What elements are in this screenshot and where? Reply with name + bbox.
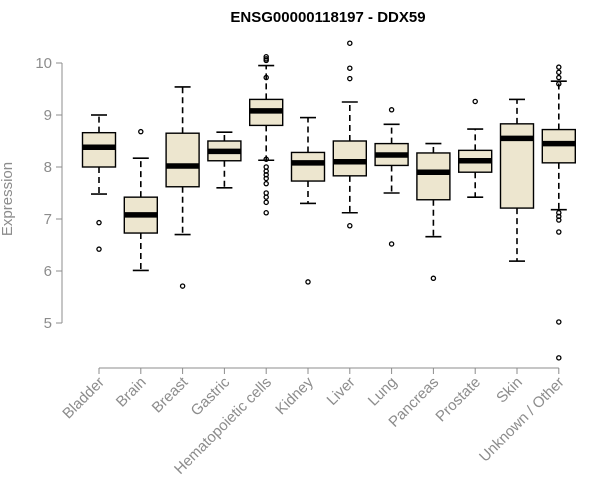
y-tick-label: 7 — [44, 211, 52, 228]
box-kidney — [290, 116, 326, 285]
outlier-point — [388, 241, 395, 247]
y-tick-label: 10 — [35, 55, 52, 72]
box-bladder — [81, 114, 117, 252]
outlier-point — [263, 175, 269, 182]
outlier-point — [472, 98, 478, 105]
box-rect — [290, 151, 326, 182]
outlier-point — [347, 75, 353, 82]
outlier-point — [305, 279, 311, 285]
chart-title: ENSG00000118197 - DDX59 — [230, 9, 425, 26]
box-hematopoietic-cells — [248, 54, 284, 216]
box-liver — [332, 40, 367, 229]
outlier-point — [556, 217, 562, 223]
outlier-point — [263, 57, 269, 64]
outlier-point — [556, 355, 562, 361]
outlier-point — [263, 74, 269, 81]
box-gastric — [207, 131, 242, 189]
outlier-point — [347, 65, 353, 71]
outlier-point — [96, 219, 102, 226]
box-rect — [165, 132, 200, 188]
outlier-point — [263, 180, 269, 187]
box-unknown-other — [541, 64, 576, 361]
box-rect — [416, 152, 451, 201]
x-tick-label: Liver — [324, 374, 359, 409]
outlier-point — [556, 74, 562, 81]
x-tick-label: Skin — [493, 374, 526, 407]
y-tick-label: 6 — [44, 263, 52, 280]
y-tick-label: 9 — [44, 107, 52, 124]
y-tick-label: 5 — [44, 315, 52, 332]
outlier-point — [556, 319, 562, 325]
box-rect — [332, 140, 367, 177]
box-brain — [123, 128, 159, 272]
boxes-group — [81, 40, 576, 361]
outlier-point — [556, 69, 562, 76]
x-tick-label: Bladder — [59, 374, 108, 423]
x-tick-label: Kidney — [272, 373, 317, 418]
outlier-point — [388, 107, 395, 113]
x-tick-label: Prostate — [432, 374, 484, 426]
outlier-point — [556, 64, 562, 70]
outlier-point — [138, 128, 144, 135]
outlier-point — [263, 199, 269, 206]
outlier-point — [556, 229, 562, 235]
y-axis-label: Expression — [0, 162, 16, 236]
x-tick-label: Breast — [149, 373, 192, 416]
box-pancreas — [416, 142, 451, 282]
outlier-point — [263, 156, 269, 162]
outlier-point — [263, 210, 269, 216]
box-prostate — [458, 98, 493, 198]
outlier-point — [347, 40, 353, 46]
y-axis: 5 6 7 8 9 10 — [35, 55, 63, 332]
outlier-point — [96, 246, 102, 252]
outlier-point — [179, 283, 186, 289]
y-tick-label: 8 — [44, 159, 52, 176]
x-tick-label: Brain — [113, 374, 150, 411]
x-tick-label: Lung — [365, 374, 401, 410]
box-skin — [499, 98, 535, 262]
box-lung — [374, 107, 409, 247]
outlier-point — [430, 275, 437, 282]
outlier-point — [263, 194, 269, 200]
outlier-point — [556, 81, 562, 87]
box-breast — [165, 86, 200, 289]
outlier-point — [347, 223, 353, 229]
